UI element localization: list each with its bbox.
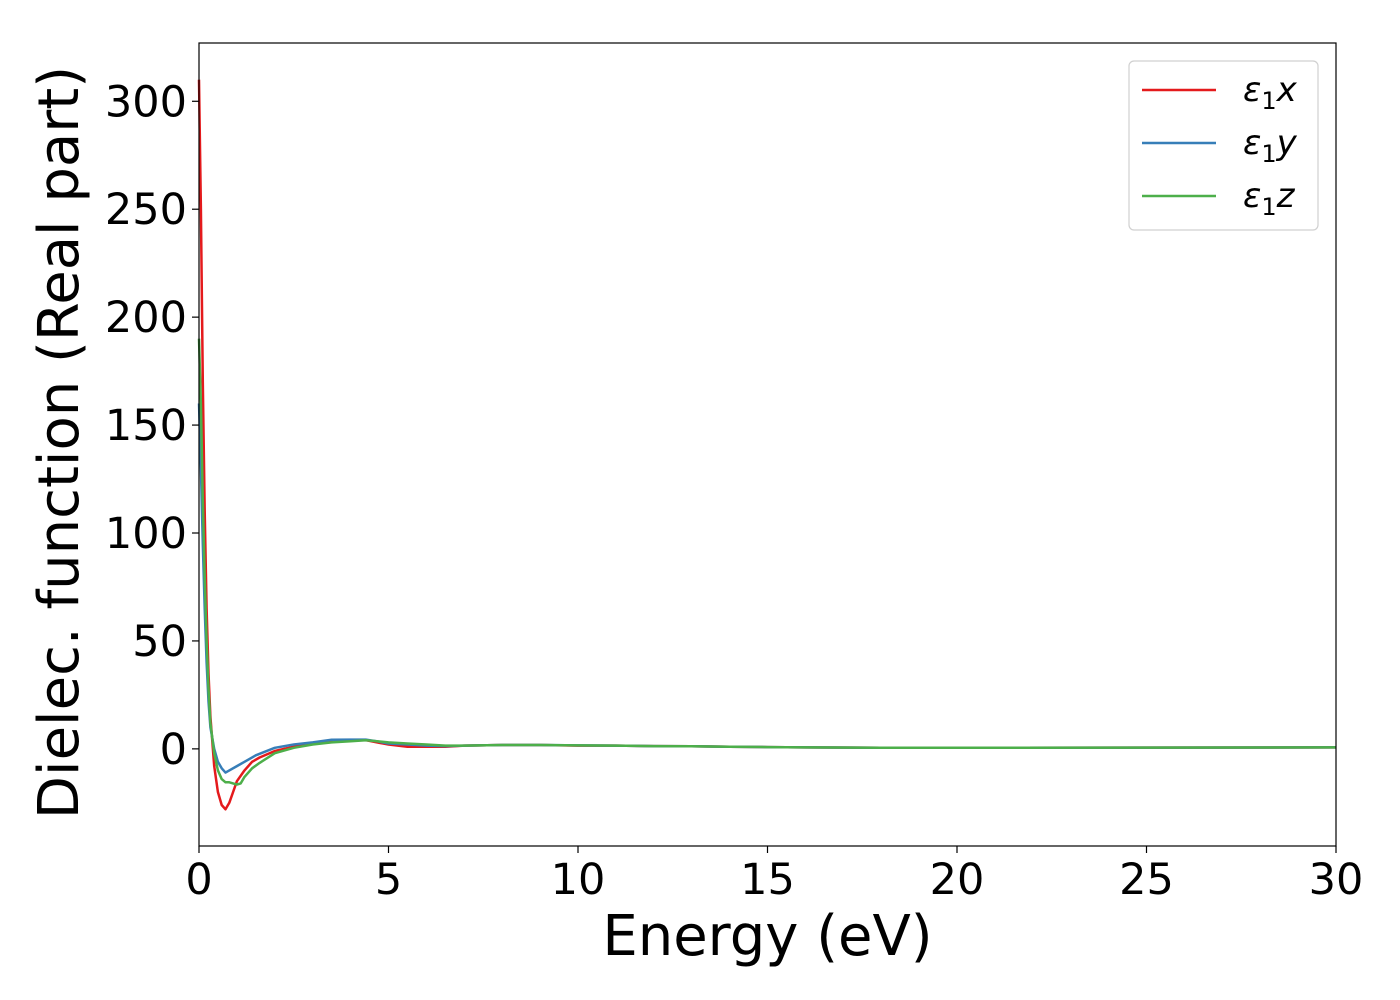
- plot-lines: [197, 79, 1337, 811]
- legend-label: ε1z: [1243, 176, 1296, 221]
- x-tick-label: 5: [375, 855, 402, 905]
- y-tick-label: 200: [105, 293, 187, 343]
- y-axis-title: Dielec. function (Real part): [27, 66, 92, 819]
- series-line-3: [197, 338, 1337, 786]
- x-axis: 0 5 10 15 20 25 30: [185, 846, 1363, 905]
- legend-item: ε1x: [1142, 70, 1298, 115]
- x-tick-label: 30: [1309, 855, 1364, 905]
- legend-item: ε1z: [1142, 176, 1296, 221]
- y-tick-label: 250: [105, 185, 187, 235]
- x-tick-label: 0: [185, 855, 212, 905]
- x-axis-title: Energy (eV): [602, 904, 932, 969]
- legend-item: ε1y: [1142, 123, 1298, 168]
- y-tick-label: 0: [160, 725, 187, 775]
- legend-box: [1128, 60, 1319, 231]
- y-tick-label: 50: [132, 617, 187, 667]
- y-tick-label: 100: [105, 509, 187, 559]
- x-tick-label: 15: [740, 855, 795, 905]
- x-tick-label: 25: [1119, 855, 1174, 905]
- series-line-2: [197, 403, 1337, 774]
- y-axis: 0 50 100 150 200 250 300: [105, 77, 199, 775]
- x-tick-label: 20: [930, 855, 985, 905]
- legend-label: ε1x: [1243, 70, 1298, 115]
- x-tick-label: 10: [551, 855, 606, 905]
- y-tick-label: 150: [105, 401, 187, 451]
- y-tick-label: 300: [105, 77, 187, 127]
- legend-label: ε1y: [1243, 123, 1298, 168]
- legend: ε1x ε1y ε1z: [1128, 60, 1319, 231]
